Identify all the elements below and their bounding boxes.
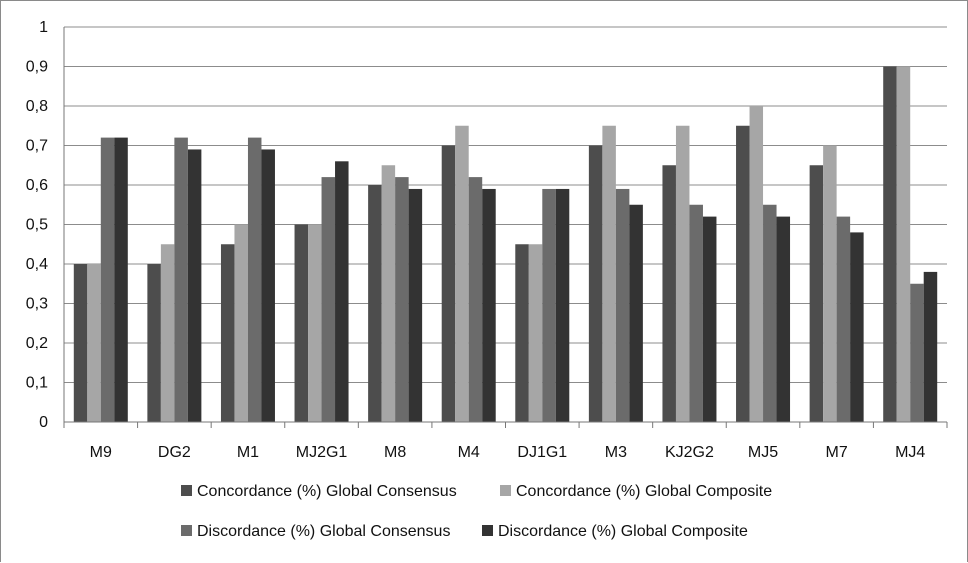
y-tick-label: 0,6 xyxy=(26,177,48,194)
x-tick-label: M1 xyxy=(237,444,259,461)
bar-MJ4-series-1 xyxy=(883,66,897,422)
y-tick-label: 0,7 xyxy=(26,138,48,155)
x-tick-label: M4 xyxy=(458,444,480,461)
y-tick-label: 1 xyxy=(39,19,48,36)
x-tick-label: M7 xyxy=(826,444,848,461)
bar-M1-series-3 xyxy=(247,137,262,422)
bar-DJ1G1-series-4 xyxy=(555,188,570,422)
legend-swatch xyxy=(482,525,493,536)
legend-label: Discordance (%) Global Composite xyxy=(498,523,748,540)
bar-M8-series-3 xyxy=(395,177,409,422)
x-tick-label: M3 xyxy=(605,444,627,461)
bar-MJ4-series-4 xyxy=(923,271,938,422)
y-tick-label: 0,4 xyxy=(26,256,48,273)
bar-M4-series-4 xyxy=(482,188,496,422)
bar-M8-series-4 xyxy=(408,188,423,422)
bar-M9-series-2 xyxy=(87,264,101,422)
bar-MJ5-series-1 xyxy=(736,125,750,422)
bar-KJ2G2-series-1 xyxy=(662,165,676,422)
y-tick-label: 0,5 xyxy=(26,217,48,234)
x-tick-label: DG2 xyxy=(158,444,191,461)
bar-MJ2G1-series-1 xyxy=(294,224,309,422)
bar-DG2-series-1 xyxy=(147,264,161,422)
bar-M9-series-4 xyxy=(114,137,128,422)
x-tick-label: MJ2G1 xyxy=(296,444,348,461)
bar-M3-series-4 xyxy=(629,204,643,422)
bar-DJ1G1-series-2 xyxy=(528,244,543,422)
bar-MJ2G1-series-3 xyxy=(321,177,336,422)
legend-swatch xyxy=(500,485,511,496)
bar-DG2-series-3 xyxy=(174,137,188,422)
bar-M7-series-2 xyxy=(823,145,837,422)
bar-M8-series-2 xyxy=(381,165,396,422)
axes: 0 0,1 0,2 0,3 0,4 0,5 0,6 0,7 0,8 0,9 1 M9 DG2 M1 MJ2G… xyxy=(26,19,948,461)
x-tick-label: MJ5 xyxy=(748,444,778,461)
y-tick-label: 0,8 xyxy=(26,98,48,115)
y-tick-label: 0,9 xyxy=(26,59,48,76)
bar-MJ4-series-3 xyxy=(910,283,924,422)
bar-KJ2G2-series-3 xyxy=(689,204,703,422)
legend-entry: Discordance (%) Global Composite xyxy=(482,523,748,540)
x-tick-label: MJ4 xyxy=(895,444,925,461)
bar-MJ5-series-2 xyxy=(749,106,764,422)
bar-M7-series-4 xyxy=(850,232,864,422)
bar-MJ5-series-4 xyxy=(776,216,791,422)
legend-entry: Concordance (%) Global Consensus xyxy=(181,483,457,500)
bar-KJ2G2-series-4 xyxy=(702,216,717,422)
legend-entry: Discordance (%) Global Consensus xyxy=(181,523,450,540)
bar-M1-series-4 xyxy=(261,149,275,422)
x-tick-label: M8 xyxy=(384,444,406,461)
bar-DJ1G1-series-1 xyxy=(515,244,529,422)
x-tick-label: M9 xyxy=(90,444,112,461)
bar-M9-series-1 xyxy=(73,264,88,422)
y-tick-label: 0,1 xyxy=(26,375,48,392)
legend-swatch xyxy=(181,485,192,496)
bar-MJ5-series-3 xyxy=(763,204,777,422)
gridlines xyxy=(64,26,947,423)
bar-M4-series-3 xyxy=(468,177,483,422)
bar-M3-series-3 xyxy=(615,188,630,422)
bars xyxy=(73,66,938,423)
y-tick-label: 0,2 xyxy=(26,335,48,352)
y-tick-label: 0,3 xyxy=(26,296,48,313)
x-tick-label: DJ1G1 xyxy=(517,444,567,461)
bar-M7-series-1 xyxy=(809,165,824,422)
bar-DG2-series-4 xyxy=(187,149,202,422)
bar-M9-series-3 xyxy=(100,137,115,422)
bar-MJ2G1-series-4 xyxy=(335,161,349,423)
bar-KJ2G2-series-2 xyxy=(675,125,690,422)
bar-M3-series-1 xyxy=(588,145,603,422)
bar-M3-series-2 xyxy=(602,125,616,422)
bar-DG2-series-2 xyxy=(160,244,175,422)
bar-MJ2G1-series-2 xyxy=(308,224,322,422)
legend-swatch xyxy=(181,525,192,536)
legend: Concordance (%) Global Consensus Concorda… xyxy=(181,483,772,540)
y-tick-label: 0 xyxy=(39,414,48,431)
bar-DJ1G1-series-3 xyxy=(542,188,556,422)
legend-entry: Concordance (%) Global Composite xyxy=(500,483,772,500)
legend-label: Discordance (%) Global Consensus xyxy=(197,523,450,540)
bar-M7-series-3 xyxy=(836,216,851,422)
bar-MJ4-series-2 xyxy=(896,66,911,422)
bar-M1-series-1 xyxy=(220,244,235,422)
legend-label: Concordance (%) Global Consensus xyxy=(197,483,457,500)
x-tick-label: KJ2G2 xyxy=(665,444,714,461)
bar-M8-series-1 xyxy=(368,185,382,422)
legend-label: Concordance (%) Global Composite xyxy=(516,483,772,500)
bar-M1-series-2 xyxy=(234,224,248,422)
bar-M4-series-1 xyxy=(441,145,456,422)
bar-M4-series-2 xyxy=(455,125,469,422)
